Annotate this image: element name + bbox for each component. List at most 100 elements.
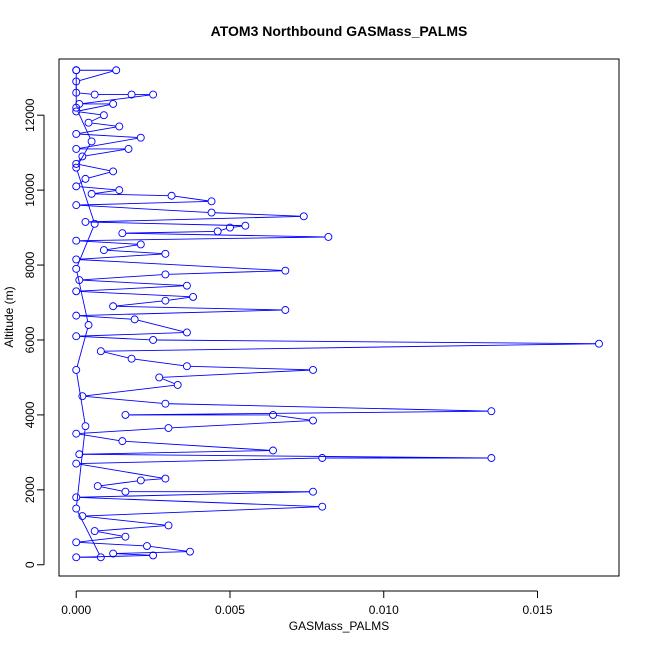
data-point [99, 111, 108, 120]
data-point [72, 429, 81, 438]
series-segment [98, 525, 166, 532]
series-segment [76, 328, 89, 367]
data-point [161, 296, 170, 305]
series-segment [116, 305, 282, 311]
data-point [81, 218, 90, 226]
series-segment [79, 315, 132, 320]
x-tick-label: 0.000 [61, 603, 91, 617]
series-segment [79, 204, 209, 213]
data-point [96, 347, 105, 356]
series-segment [79, 542, 144, 547]
series-segment [79, 111, 101, 116]
data-point [299, 212, 308, 221]
data-point [241, 221, 250, 230]
series-segment [79, 137, 138, 149]
data-series [72, 66, 603, 562]
series-segment [79, 497, 319, 508]
data-point [72, 255, 81, 264]
y-axis: 0 2000 4000 6000 8000 10000 12000 [23, 98, 45, 568]
data-point [109, 549, 118, 558]
data-point [164, 424, 173, 432]
series-segment [79, 70, 113, 81]
data-point [318, 454, 327, 462]
data-point [84, 118, 93, 127]
data-point [72, 159, 81, 168]
series-segment [79, 253, 162, 260]
data-point [226, 223, 234, 232]
series-segment [116, 300, 162, 307]
data-point [115, 186, 124, 195]
series-segment [79, 104, 110, 112]
data-point [309, 365, 317, 374]
data-point [75, 450, 84, 459]
data-point [121, 410, 130, 419]
data-point [136, 133, 145, 142]
data-point [112, 66, 121, 75]
series-segment [156, 339, 596, 345]
y-tick-label: 10000 [23, 173, 37, 207]
series-segment [107, 249, 162, 255]
data-point [595, 339, 603, 348]
series-segment [190, 365, 310, 371]
series-segment [104, 351, 129, 359]
series-segment [85, 384, 175, 397]
series-segment [88, 221, 242, 227]
series-segment [77, 226, 94, 266]
series-segment [125, 230, 215, 234]
series-segment [276, 414, 310, 421]
series-segment [85, 396, 162, 404]
series-segment [171, 420, 310, 429]
data-point [182, 281, 191, 290]
series-segment [125, 440, 270, 451]
series-segment [95, 190, 116, 194]
data-point [143, 542, 151, 550]
series-segment [76, 429, 86, 506]
data-point [269, 410, 277, 419]
data-point [161, 399, 170, 408]
data-point [124, 144, 133, 153]
y-tick-label: 0 [23, 561, 37, 568]
x-tick-label: 0.015 [522, 603, 552, 617]
data-point [90, 219, 99, 228]
y-tick-label: 2000 [23, 476, 37, 503]
series-segment [85, 506, 319, 517]
series-segment [101, 486, 123, 492]
data-point [72, 553, 81, 562]
series-segment [168, 270, 282, 275]
x-tick-label: 0.005 [215, 603, 245, 617]
series-segment [128, 410, 488, 416]
data-point [121, 487, 130, 496]
data-point [72, 77, 81, 86]
data-point [72, 107, 81, 116]
series-segment [77, 110, 91, 139]
data-point [90, 527, 99, 535]
data-point [149, 336, 158, 344]
data-point [130, 315, 139, 324]
data-point [136, 476, 145, 485]
series-segment [150, 546, 187, 552]
data-point [118, 229, 127, 238]
series-segment [79, 463, 163, 479]
y-tick-label: 8000 [23, 251, 37, 278]
series-segment [76, 272, 89, 322]
series-segment [79, 236, 325, 242]
series-segment [79, 133, 138, 138]
series-segment [137, 319, 184, 333]
data-point [189, 292, 198, 301]
data-point [96, 553, 105, 562]
series-segment [76, 373, 86, 423]
data-point [72, 287, 81, 296]
series-segment [233, 225, 242, 228]
data-point [149, 551, 158, 560]
series-segment [76, 170, 95, 221]
data-point [72, 182, 81, 191]
series-segment [95, 193, 169, 197]
series-segment [79, 491, 310, 498]
data-point [72, 504, 81, 513]
series-segment [79, 290, 190, 298]
x-tick-label: 0.010 [369, 603, 399, 617]
data-point [167, 191, 176, 200]
series-segment [79, 536, 122, 543]
data-point [72, 365, 81, 374]
